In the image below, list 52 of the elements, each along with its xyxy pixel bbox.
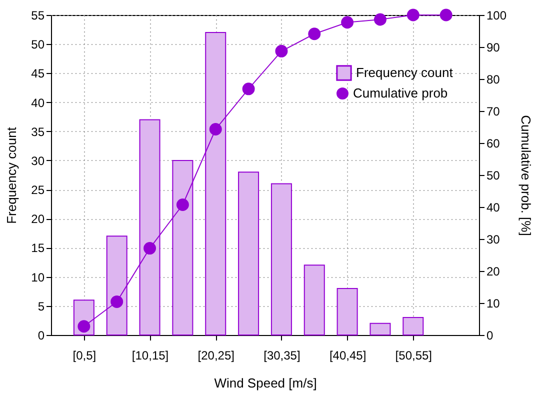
x-tick-label: [20,25] — [198, 348, 234, 362]
point — [374, 13, 386, 26]
y2-tick-label: 90 — [486, 40, 500, 54]
point — [341, 16, 354, 29]
point — [176, 198, 189, 211]
y-tick-label: 40 — [31, 96, 45, 110]
x-tick-label: [10,15] — [132, 348, 169, 362]
y-tick-label: 5 — [38, 299, 45, 314]
y2-tick-label: 100 — [486, 8, 507, 22]
y-tick-label: 50 — [31, 38, 45, 52]
bar — [238, 172, 260, 336]
x-tick-label: [40,45] — [329, 348, 366, 362]
bar — [370, 322, 391, 336]
y-tick-label: 20 — [31, 212, 45, 226]
x-axis-title: Wind Speed [m/s] — [214, 376, 317, 390]
y-tick-label: 45 — [31, 66, 45, 81]
y-axis-title: Frequency count — [4, 126, 20, 224]
x-tick-label: [50,55] — [395, 348, 432, 362]
y-tick-label: 15 — [31, 241, 45, 256]
x-tick-label: [0,5] — [72, 348, 96, 362]
y-tick-label: 0 — [38, 328, 45, 342]
x-tick-label: [30,35] — [264, 348, 300, 362]
y-tick-label: 35 — [31, 124, 45, 139]
point — [406, 8, 420, 22]
y2-tick-label: 10 — [486, 296, 500, 310]
point — [308, 28, 321, 40]
bar — [304, 264, 325, 336]
y-tick-label: 10 — [31, 270, 45, 284]
y2-axis-title: Cumulative prob. [%] — [518, 115, 534, 236]
y2-tick-label: 0 — [486, 328, 494, 342]
point — [110, 295, 124, 308]
y2-tick-label: 60 — [486, 136, 500, 150]
y2-tick-label: 50 — [486, 168, 500, 182]
point — [144, 242, 156, 255]
y-tick-label: 55 — [31, 8, 45, 22]
bar — [402, 317, 424, 336]
y2-tick-label: 80 — [486, 72, 500, 86]
y2-tick-label: 30 — [486, 232, 500, 246]
y2-tick-label: 20 — [486, 264, 500, 278]
point — [242, 82, 255, 96]
y2-tick-label: 40 — [486, 200, 500, 214]
bar — [270, 183, 292, 336]
legend-label: Frequency count — [356, 65, 454, 80]
point — [209, 123, 222, 136]
y-tick-label: 25 — [31, 183, 45, 198]
point — [78, 320, 90, 333]
y2-tick-label: 70 — [486, 104, 500, 118]
point — [440, 8, 452, 22]
bar — [336, 288, 358, 336]
legend-label: Cumulative prob — [353, 86, 448, 100]
y-tick-label: 30 — [31, 154, 45, 168]
point — [275, 44, 288, 58]
